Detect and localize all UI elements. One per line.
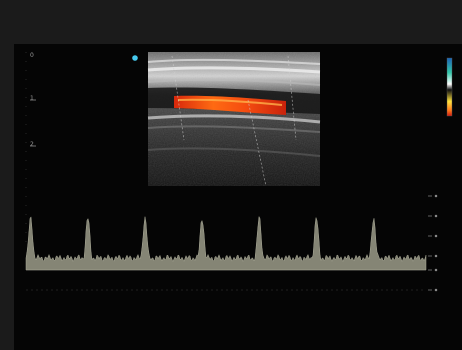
spectral-display (25, 215, 427, 291)
b-mode-image (147, 52, 321, 186)
depth-label-1: 1 (30, 95, 34, 102)
depth-ruler (25, 52, 36, 246)
velocity-scale (428, 194, 438, 292)
color-flow-vessel (174, 95, 286, 115)
depth-label-0: 0 (30, 52, 34, 59)
depth-label-2: 2 (30, 141, 34, 148)
orientation-marker (132, 55, 138, 61)
color-map-bar (446, 57, 453, 117)
doppler-steering-lines (171, 55, 297, 187)
spectral-waveform (25, 215, 427, 271)
